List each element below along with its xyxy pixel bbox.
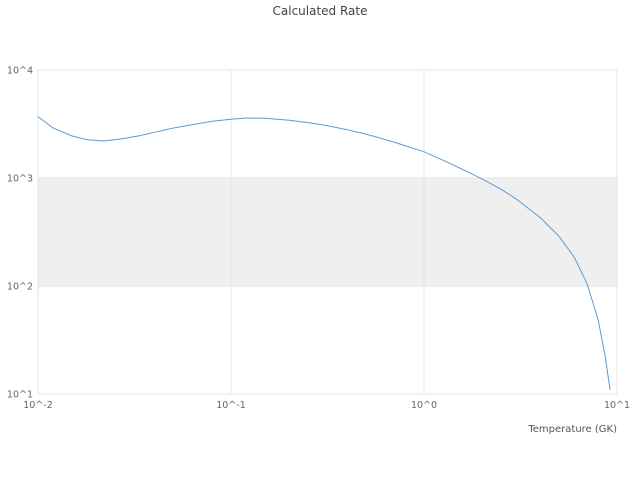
rate-line — [37, 116, 611, 390]
x-tick-label: 10^-2 — [23, 400, 53, 411]
band-shading — [38, 178, 617, 286]
y-tick-label: 10^1 — [7, 390, 33, 401]
y-tick-label: 10^4 — [7, 66, 33, 77]
x-tick-label: 10^1 — [604, 400, 630, 411]
x-axis-label: Temperature (GK) — [528, 424, 617, 435]
y-tick-label: 10^3 — [7, 174, 33, 185]
x-tick-label: 10^-1 — [216, 400, 246, 411]
y-tick-label: 10^2 — [7, 282, 33, 293]
x-tick-label: 10^0 — [411, 400, 437, 411]
chart-title: Calculated Rate — [272, 4, 368, 18]
